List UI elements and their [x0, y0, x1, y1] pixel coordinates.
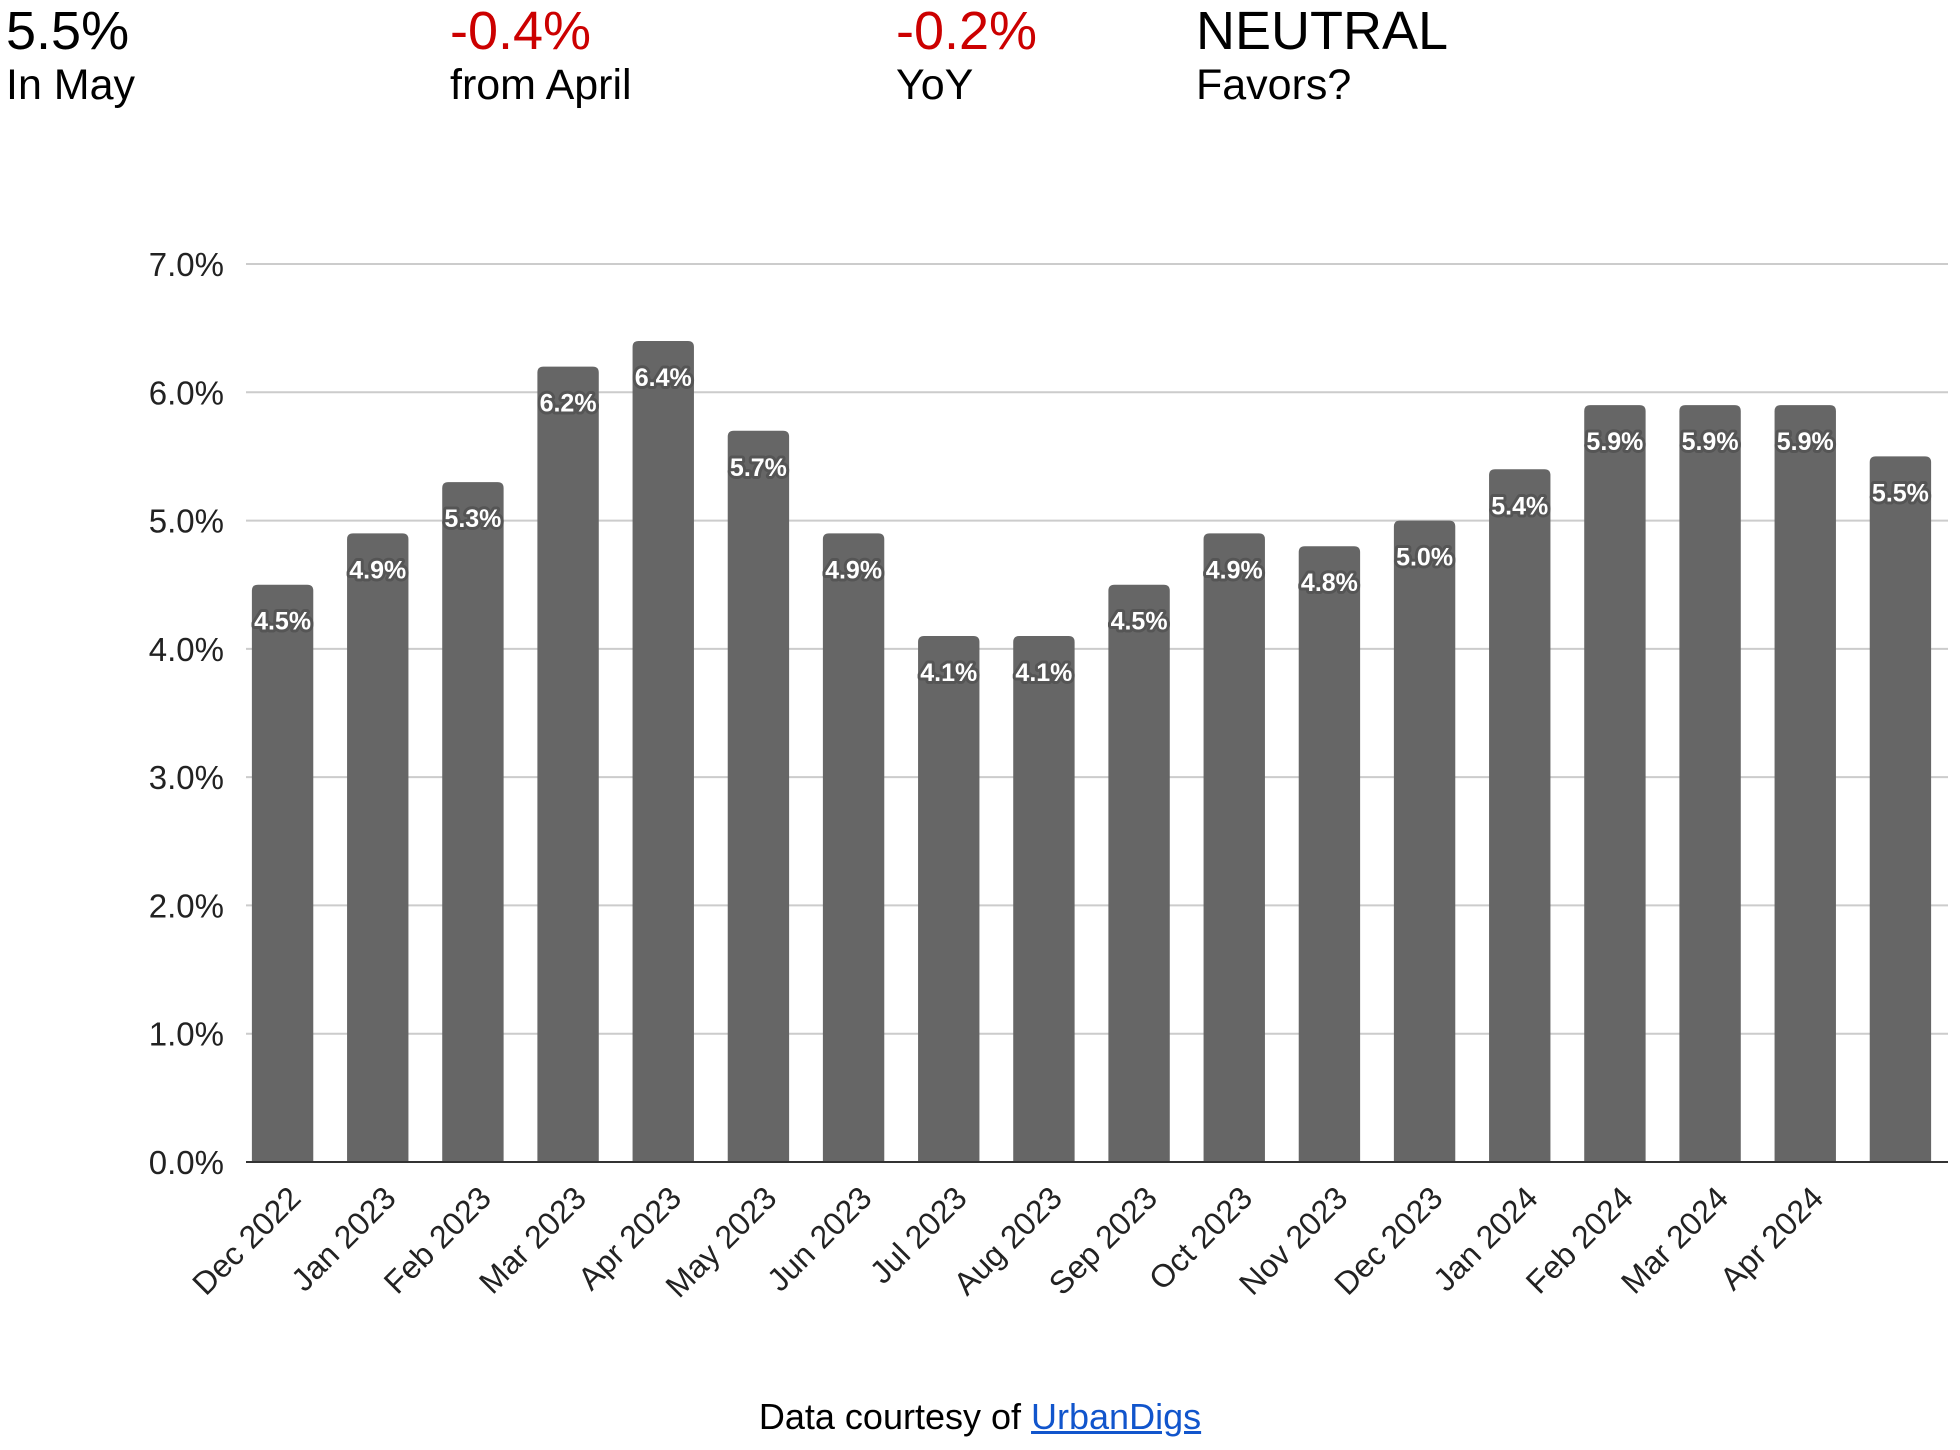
stat-market-favor: NEUTRAL Favors?: [1196, 2, 1448, 110]
footer-prefix: Data courtesy of: [758, 1396, 1032, 1437]
bar: [251, 584, 314, 1162]
stat-month-change: -0.4% from April: [450, 2, 632, 110]
bar: [632, 340, 694, 1162]
x-tick-label: Apr 2024: [1713, 1179, 1830, 1296]
stat-value: -0.4%: [450, 1, 592, 61]
bar: [1584, 405, 1646, 1163]
data-label: 4.1%: [1015, 659, 1072, 687]
stat-current-rate: 5.5% In May: [6, 2, 135, 110]
stat-yoy-change: -0.2% YoY: [896, 2, 1037, 110]
bar: [1869, 456, 1932, 1162]
y-tick-label: 0.0%: [149, 1144, 224, 1181]
bar: [1393, 520, 1456, 1162]
data-label: 6.4%: [635, 364, 692, 392]
data-label: 5.9%: [1682, 428, 1739, 456]
bar: [442, 482, 504, 1163]
data-label: 4.9%: [825, 556, 882, 584]
y-tick-label: 2.0%: [149, 887, 224, 924]
stat-caption: In May: [6, 61, 136, 109]
y-tick-label: 3.0%: [149, 759, 224, 796]
grid-lines: [246, 263, 1948, 1035]
data-label: 5.5%: [1872, 479, 1929, 507]
urbandigs-link[interactable]: UrbanDigs: [1031, 1396, 1202, 1437]
data-label: 4.9%: [349, 556, 406, 584]
y-tick-label: 6.0%: [149, 374, 224, 411]
data-label: 4.5%: [254, 608, 311, 636]
bar: [822, 533, 885, 1162]
data-label: 5.9%: [1777, 428, 1834, 456]
data-label: 4.1%: [920, 659, 977, 687]
stat-caption: Favors?: [1196, 61, 1352, 109]
bar: [1298, 546, 1361, 1162]
bar: [347, 533, 409, 1162]
bar: [727, 430, 790, 1162]
y-axis-ticks: 0.0% 1.0% 2.0% 3.0% 4.0% 5.0% 6.0% 7.0%: [149, 246, 224, 1181]
data-label: 5.0%: [1396, 544, 1453, 572]
stat-value: -0.2%: [896, 1, 1038, 61]
data-label: 5.7%: [730, 454, 787, 482]
bar: [1489, 469, 1551, 1162]
stat-caption: YoY: [896, 61, 974, 109]
y-tick-label: 4.0%: [149, 631, 224, 668]
bar: [918, 636, 980, 1162]
y-tick-label: 1.0%: [149, 1016, 224, 1053]
data-label: 5.9%: [1586, 428, 1643, 456]
data-label: 4.5%: [1111, 608, 1168, 636]
bar: [1203, 533, 1265, 1162]
x-tick-label: Jun 2023: [760, 1179, 879, 1298]
stat-value: NEUTRAL: [1196, 1, 1449, 61]
stat-caption: from April: [450, 61, 632, 109]
bar: [1013, 636, 1075, 1162]
bar: [1774, 405, 1836, 1163]
bar: [537, 366, 599, 1163]
bar: [1108, 584, 1170, 1162]
data-label: 4.9%: [1206, 556, 1263, 584]
footer-credit: Data courtesy of UrbanDigs: [0, 1393, 1960, 1441]
data-label: 6.2%: [540, 390, 597, 418]
data-label: 5.4%: [1491, 492, 1548, 520]
bars: [251, 340, 1932, 1163]
data-label: 5.3%: [444, 505, 501, 533]
bar: [1679, 405, 1741, 1163]
stat-value: 5.5%: [6, 1, 130, 61]
y-tick-label: 5.0%: [149, 503, 224, 540]
y-tick-label: 7.0%: [149, 246, 224, 283]
x-tick-label: Dec 2022: [185, 1179, 307, 1301]
data-labels: 4.5% 4.9% 5.3% 6.2% 6.4% 5.7% 4.9% 4.1% 4.1% 4.5%…: [251, 361, 1932, 690]
data-label: 4.8%: [1301, 569, 1358, 597]
